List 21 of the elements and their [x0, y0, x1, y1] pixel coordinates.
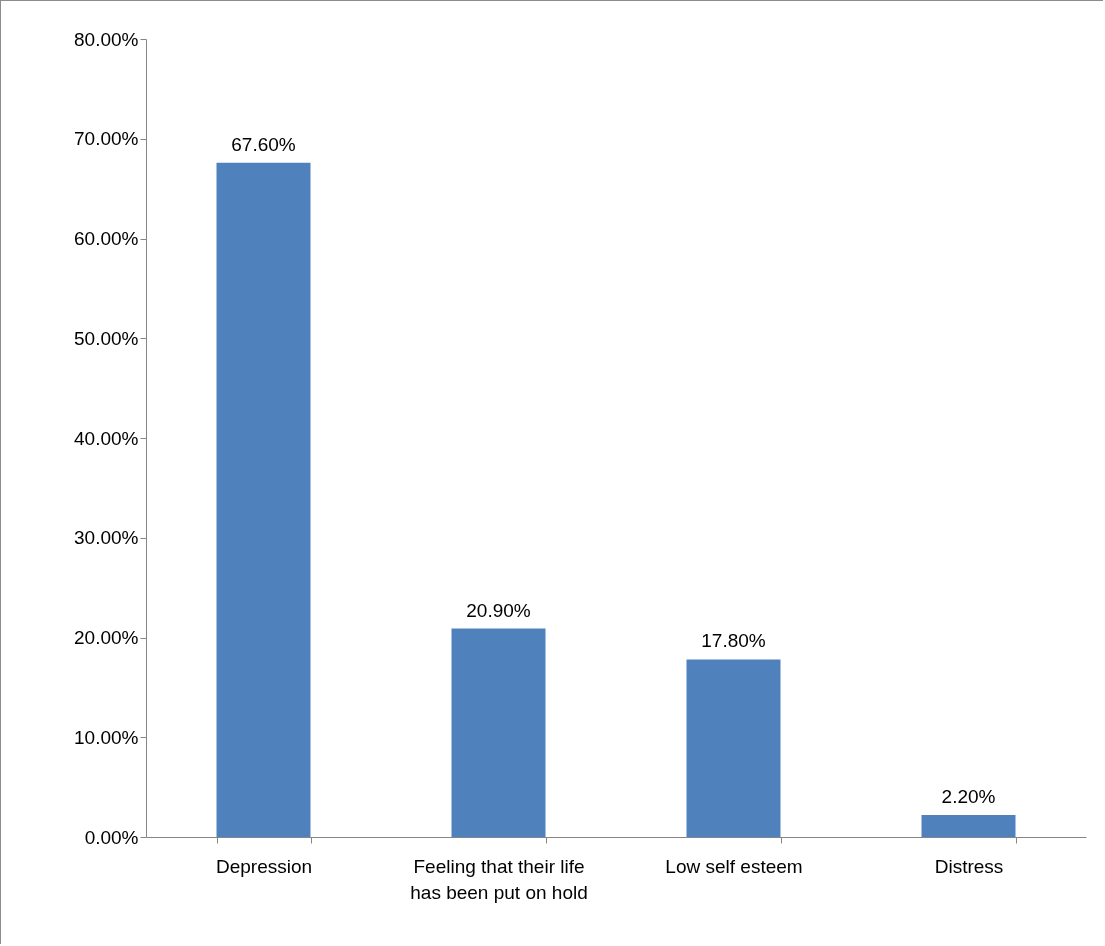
y-tick-label: 0.00% — [84, 826, 139, 848]
bar — [451, 628, 546, 837]
y-tick-label: 80.00% — [74, 28, 139, 50]
y-tick-label: 20.00% — [74, 627, 139, 648]
y-tick-label: 10.00% — [74, 726, 139, 748]
bar — [216, 162, 311, 837]
y-tick-label: 30.00% — [74, 527, 139, 549]
bar — [686, 659, 781, 837]
data-label: 20.90% — [466, 599, 531, 621]
x-tick-label: Low self esteem — [665, 855, 803, 877]
data-label: 67.60% — [231, 133, 296, 155]
bar — [921, 815, 1016, 837]
y-tick-label: 60.00% — [74, 228, 139, 249]
x-tick-label: Distress — [934, 855, 1004, 877]
x-tick-label: Feeling that their life has been put on hold — [410, 855, 588, 903]
data-label: 17.80% — [701, 630, 766, 652]
x-tick-label: Depression — [215, 855, 313, 877]
y-tick-label: 50.00% — [74, 327, 139, 349]
data-label: 2.20% — [941, 786, 996, 808]
y-tick-label: 70.00% — [74, 128, 139, 150]
y-tick-label: 40.00% — [74, 427, 139, 449]
